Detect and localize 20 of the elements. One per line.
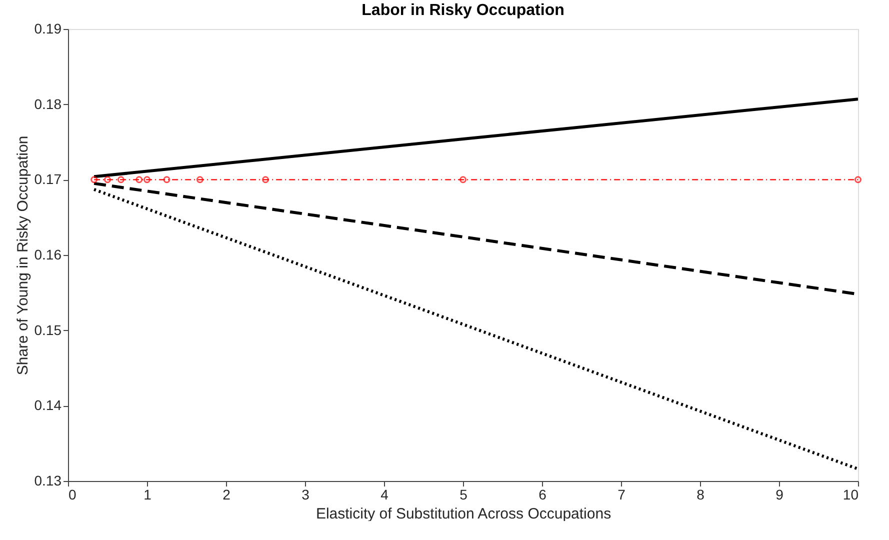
x-tick-label: 8 bbox=[696, 486, 705, 502]
x-tick-label: 4 bbox=[380, 486, 389, 502]
x-tick-label: 1 bbox=[144, 486, 152, 502]
x-tick-label: 3 bbox=[302, 486, 310, 502]
x-tick-label: 0 bbox=[68, 486, 76, 502]
x-tick-label: 6 bbox=[538, 486, 547, 502]
y-tick-label: 0.19 bbox=[34, 20, 62, 36]
x-tick-label: 10 bbox=[842, 486, 859, 502]
y-tick-label: 0.13 bbox=[34, 472, 62, 488]
y-axis-title: Share of Young in Risky Occupation bbox=[14, 136, 32, 376]
x-tick-label: 5 bbox=[460, 486, 468, 502]
y-tick-label: 0.18 bbox=[34, 96, 62, 112]
y-tick-label: 0.16 bbox=[34, 246, 62, 262]
y-tick-label: 0.14 bbox=[34, 397, 62, 414]
chart-title: Labor in Risky Occupation bbox=[362, 2, 564, 19]
x-tick-label: 9 bbox=[776, 486, 784, 502]
x-tick-label: 2 bbox=[222, 486, 231, 502]
y-tick-label: 0.17 bbox=[34, 171, 62, 188]
y-tick-label: 0.15 bbox=[34, 322, 62, 338]
x-tick-label: 7 bbox=[618, 486, 626, 502]
